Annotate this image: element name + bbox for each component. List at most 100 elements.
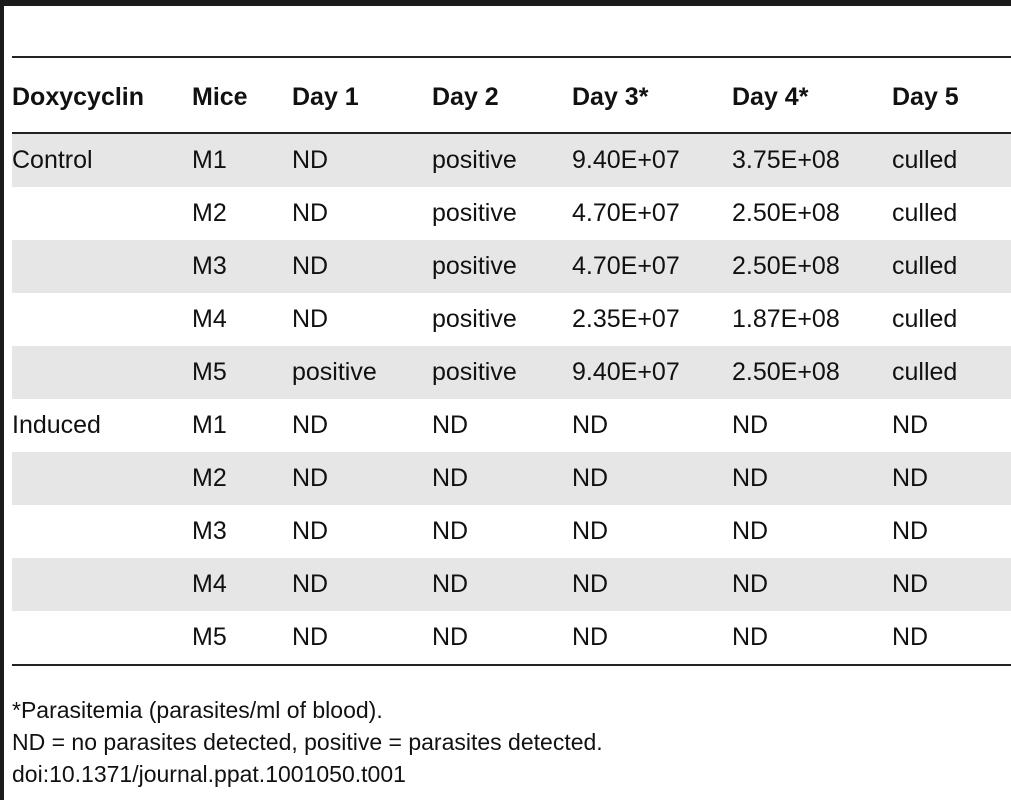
cell-day-3: ND [572, 623, 609, 651]
cell-day-1: ND [292, 146, 329, 174]
table-row: M2 ND ND ND ND ND [12, 452, 1011, 505]
cell-day-4: ND [732, 623, 769, 651]
footnote-doi: doi:10.1371/journal.ppat.1001050.t001 [12, 761, 406, 787]
cell-day-3: 4.70E+07 [572, 199, 680, 227]
cell-doxycyclin [12, 611, 192, 664]
cell-day-2: ND [432, 570, 469, 598]
footnote-parasitemia: *Parasitemia (parasites/ml of blood). [12, 697, 383, 723]
table-row: M3 ND ND ND ND ND [12, 505, 1011, 558]
cell-day-4: ND [732, 411, 769, 439]
cell-day-1: ND [292, 305, 329, 333]
top-border [0, 0, 1011, 6]
cell-day-1: ND [292, 199, 329, 227]
header-cell-day-2: Day 2 [432, 82, 499, 111]
cell-doxycyclin: Induced [12, 411, 101, 439]
cell-doxycyclin [12, 346, 192, 399]
table-row: M5 ND ND ND ND ND [12, 611, 1011, 664]
cell-day-5: ND [892, 411, 929, 439]
cell-mice: M1 [192, 146, 227, 174]
cell-doxycyclin [12, 240, 192, 293]
header-cell-day-1: Day 1 [292, 82, 359, 111]
cell-day-5: ND [892, 517, 929, 545]
cell-day-4: 1.87E+08 [732, 305, 840, 333]
table-row: M4 ND ND ND ND ND [12, 558, 1011, 611]
cell-day-4: ND [732, 464, 769, 492]
cell-day-3: 4.70E+07 [572, 252, 680, 280]
cell-day-1: ND [292, 517, 329, 545]
cell-day-1: positive [292, 358, 377, 386]
header-row: Doxycyclin Mice Day 1 Day 2 Day 3* Day 4… [12, 58, 1011, 133]
cell-day-2: positive [432, 305, 517, 333]
cell-mice: M5 [192, 358, 227, 386]
header-cell-doxycyclin: Doxycyclin [12, 82, 145, 111]
table-row: M2 ND positive 4.70E+07 2.50E+08 culled [12, 187, 1011, 240]
cell-day-2: ND [432, 623, 469, 651]
cell-day-4: ND [732, 517, 769, 545]
cell-day-4: 3.75E+08 [732, 146, 840, 174]
cell-mice: M2 [192, 199, 227, 227]
header-cell-day-5: Day 5 [892, 82, 959, 111]
cell-day-5: culled [892, 358, 958, 386]
cell-day-5: culled [892, 305, 958, 333]
cell-day-5: ND [892, 464, 929, 492]
cell-mice: M3 [192, 252, 227, 280]
cell-day-1: ND [292, 252, 329, 280]
cell-mice: M4 [192, 570, 227, 598]
cell-day-2: positive [432, 199, 517, 227]
cell-day-3: 2.35E+07 [572, 305, 680, 333]
cell-doxycyclin [12, 452, 192, 505]
table-footnotes: *Parasitemia (parasites/ml of blood). ND… [12, 694, 603, 790]
table-top-rule [12, 56, 1011, 58]
cell-day-3: 9.40E+07 [572, 358, 680, 386]
cell-day-1: ND [292, 411, 329, 439]
header-cell-mice: Mice [192, 82, 248, 111]
cell-day-4: 2.50E+08 [732, 358, 840, 386]
table-header: Doxycyclin Mice Day 1 Day 2 Day 3* Day 4… [12, 58, 1011, 133]
cell-day-1: ND [292, 623, 329, 651]
table-row: M4 ND positive 2.35E+07 1.87E+08 culled [12, 293, 1011, 346]
parasitemia-table: Doxycyclin Mice Day 1 Day 2 Day 3* Day 4… [12, 58, 1011, 664]
cell-mice: M5 [192, 623, 227, 651]
cell-doxycyclin: Control [12, 146, 93, 174]
cell-day-4: ND [732, 570, 769, 598]
cell-day-5: ND [892, 623, 929, 651]
cell-doxycyclin [12, 187, 192, 240]
cell-day-4: 2.50E+08 [732, 199, 840, 227]
cell-day-2: ND [432, 517, 469, 545]
cell-day-2: positive [432, 358, 517, 386]
table-row: Induced M1 ND ND ND ND ND [12, 399, 1011, 452]
cell-day-4: 2.50E+08 [732, 252, 840, 280]
cell-mice: M4 [192, 305, 227, 333]
cell-day-1: ND [292, 570, 329, 598]
cell-day-5: culled [892, 199, 958, 227]
cell-doxycyclin [12, 293, 192, 346]
cell-day-2: ND [432, 411, 469, 439]
cell-day-3: ND [572, 517, 609, 545]
cell-doxycyclin [12, 505, 192, 558]
cell-day-3: 9.40E+07 [572, 146, 680, 174]
table-container: Doxycyclin Mice Day 1 Day 2 Day 3* Day 4… [12, 56, 1011, 666]
cell-day-3: ND [572, 464, 609, 492]
table-body: Control M1 ND positive 9.40E+07 3.75E+08 culle… [12, 133, 1011, 664]
table-bottom-rule [12, 664, 1011, 666]
left-border [0, 0, 4, 800]
cell-day-5: culled [892, 252, 958, 280]
cell-mice: M3 [192, 517, 227, 545]
cell-day-2: positive [432, 252, 517, 280]
cell-day-5: ND [892, 570, 929, 598]
header-cell-day-4: Day 4* [732, 82, 809, 111]
table-row: M3 ND positive 4.70E+07 2.50E+08 culled [12, 240, 1011, 293]
cell-day-5: culled [892, 146, 958, 174]
cell-day-2: ND [432, 464, 469, 492]
cell-day-3: ND [572, 570, 609, 598]
cell-doxycyclin [12, 558, 192, 611]
cell-mice: M1 [192, 411, 227, 439]
footnote-legend: ND = no parasites detected, positive = p… [12, 729, 603, 755]
table-row: Control M1 ND positive 9.40E+07 3.75E+08 culle… [12, 133, 1011, 187]
cell-mice: M2 [192, 464, 227, 492]
cell-day-3: ND [572, 411, 609, 439]
cell-day-2: positive [432, 146, 517, 174]
table-row: M5 positive positive 9.40E+07 2.50E+08 culled [12, 346, 1011, 399]
header-cell-day-3: Day 3* [572, 82, 649, 111]
cell-day-1: ND [292, 464, 329, 492]
